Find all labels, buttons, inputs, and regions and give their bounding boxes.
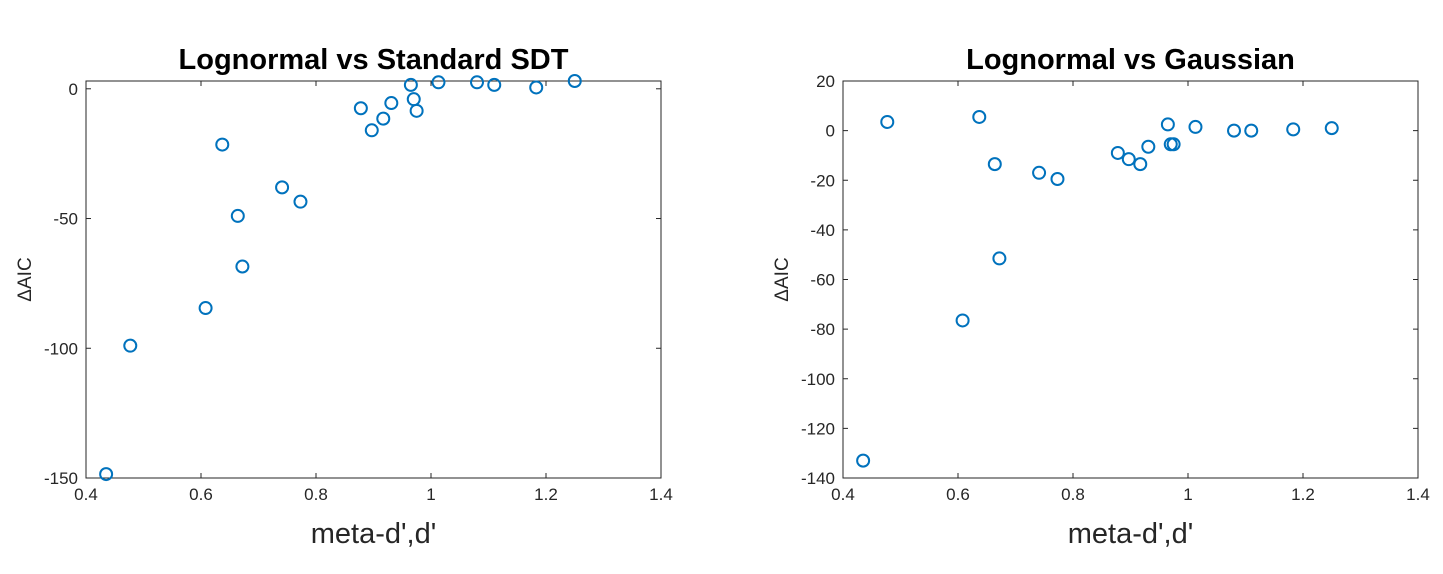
x-axis-label: meta-d',d' <box>311 518 437 550</box>
chart-title: Lognormal vs Gaussian <box>966 44 1295 76</box>
x-tick-label: 0.4 <box>74 485 98 504</box>
data-point <box>1133 157 1148 172</box>
data-point <box>1244 123 1259 138</box>
data-point <box>275 180 290 195</box>
x-tick-label: 0.6 <box>189 485 213 504</box>
data-point <box>198 301 213 316</box>
y-tick-label: -80 <box>810 320 835 339</box>
data-point <box>293 194 308 209</box>
data-point <box>1141 139 1156 154</box>
y-axis-label: ΔAIC <box>15 257 36 301</box>
data-point <box>987 157 1002 172</box>
data-point <box>230 208 245 223</box>
axes-box <box>842 80 1419 479</box>
x-tick-label: 0.6 <box>946 485 970 504</box>
data-point <box>384 96 399 111</box>
data-point <box>1110 145 1125 160</box>
data-point <box>529 80 544 95</box>
y-tick-label: -40 <box>810 221 835 240</box>
data-point <box>1032 165 1047 180</box>
data-point <box>376 111 391 126</box>
y-tick-label: -20 <box>810 171 835 190</box>
data-point <box>403 77 418 92</box>
y-tick-label: 0 <box>826 122 835 141</box>
x-tick-label: 1 <box>426 485 435 504</box>
data-point <box>487 77 502 92</box>
data-point <box>1286 122 1301 137</box>
x-tick-label: 1.2 <box>534 485 558 504</box>
y-tick-label: -150 <box>44 469 78 488</box>
data-point <box>364 123 379 138</box>
data-point <box>353 101 368 116</box>
y-tick-label: -100 <box>44 339 78 358</box>
x-axis-label: meta-d',d' <box>1068 518 1194 550</box>
y-tick-label: -100 <box>801 370 835 389</box>
x-tick-label: 1 <box>1183 485 1192 504</box>
data-point <box>567 74 582 88</box>
chart-lognormal-vs-gaussian: 0.4 0.6 0.8 1 1.2 1.4 20 0 -20 -40 -60 -80 -100 -120 -… <box>772 44 1430 550</box>
y-tick-label: -140 <box>801 469 835 488</box>
y-tick-label: -120 <box>801 419 835 438</box>
data-point <box>99 467 114 482</box>
x-tick-label: 1.4 <box>649 485 673 504</box>
x-tick-label: 0.8 <box>304 485 328 504</box>
data-point <box>992 251 1007 266</box>
x-tick-label: 1.4 <box>1406 485 1430 504</box>
chart-title: Lognormal vs Standard SDT <box>179 44 569 76</box>
y-tick-label: 20 <box>816 72 835 91</box>
chart-lognormal-vs-standard-sdt: 0.4 0.6 0.8 1 1.2 1.4 0 -50 -100 -150 Lognormal vs… <box>15 44 673 550</box>
y-tick-label: 0 <box>69 80 78 99</box>
x-tick-label: 1.2 <box>1291 485 1315 504</box>
data-point <box>880 114 895 129</box>
data-point <box>1121 152 1136 167</box>
data-point <box>123 338 138 353</box>
data-point <box>235 259 250 274</box>
axes-box <box>85 80 662 479</box>
data-point <box>955 313 970 328</box>
x-tick-label: 0.8 <box>1061 485 1085 504</box>
y-axis-label: ΔAIC <box>772 257 793 301</box>
x-tick-label: 0.4 <box>831 485 855 504</box>
data-point <box>1160 117 1175 132</box>
data-point <box>856 453 871 468</box>
y-tick-label: -60 <box>810 271 835 290</box>
data-point <box>1324 121 1339 136</box>
data-point <box>215 137 230 152</box>
data-point <box>1227 123 1241 138</box>
data-point <box>1188 119 1203 134</box>
data-point <box>409 103 424 118</box>
data-point <box>406 92 421 107</box>
data-point <box>1050 172 1065 187</box>
data-point <box>431 75 446 90</box>
data-point <box>1166 137 1181 152</box>
y-tick-label: -50 <box>53 210 78 229</box>
data-point <box>470 75 484 90</box>
data-point <box>972 109 987 124</box>
